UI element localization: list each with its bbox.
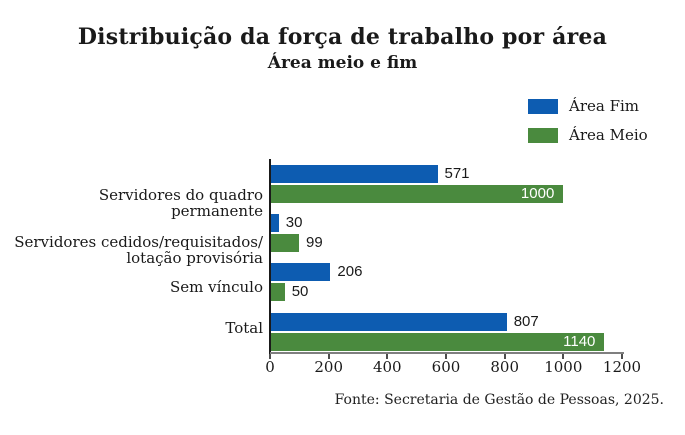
x-axis-tick (269, 354, 271, 359)
bar-fim (270, 313, 507, 331)
legend-swatch-meio (528, 127, 558, 143)
legend-swatch-fim (528, 98, 558, 114)
category-label: Sem vínculo (170, 278, 263, 296)
x-axis-tick-label: 800 (490, 358, 519, 376)
x-axis-tick (562, 354, 565, 359)
page-title: Distribuição da força de trabalho por ár… (77, 24, 608, 50)
x-axis-tick-label: 400 (372, 358, 402, 376)
bar-value-label: 99 (306, 234, 323, 251)
bar-value-label: 1000 (520, 185, 555, 202)
bar-value-label: 571 (444, 165, 470, 182)
legend: Área Fim Área Meio (528, 97, 648, 155)
x-axis-tick-label: 0 (265, 358, 275, 376)
bar-meio (270, 333, 605, 351)
category-label: Servidores do quadro permanente (98, 186, 263, 220)
x-axis-tick-label: 200 (314, 358, 343, 376)
bar-meio (270, 234, 299, 252)
x-axis-tick-label: 600 (431, 358, 461, 376)
bar-value-label: 206 (337, 263, 363, 280)
bar-value-label: 30 (285, 214, 303, 231)
bar-fim (270, 214, 279, 232)
legend-item: Área Fim (528, 97, 648, 115)
legend-item: Área Meio (528, 126, 648, 144)
x-axis-tick (386, 354, 389, 359)
bar-value-label: 50 (291, 283, 309, 300)
category-label: Total (225, 319, 263, 337)
bar-meio (270, 185, 564, 203)
x-axis-tick-label: 1000 (544, 358, 583, 376)
x-axis-tick (621, 354, 623, 359)
legend-label: Área Fim (569, 97, 640, 115)
page-subtitle: Área meio e fim (267, 53, 418, 73)
x-axis-tick (327, 354, 330, 359)
bar-value-label: 807 (513, 313, 539, 330)
x-axis-tick-label: 1200 (602, 358, 642, 376)
legend-label: Área Meio (569, 126, 648, 144)
bar-value-label: 1140 (563, 333, 596, 350)
x-axis-tick (445, 354, 447, 359)
x-axis-tick (503, 354, 506, 359)
source-note: Fonte: Secretaria de Gestão de Pessoas, … (334, 392, 664, 408)
bar-meio (270, 283, 285, 301)
category-label: Servidores cedidos/requisitados/lotação … (14, 233, 263, 267)
x-axis-line (270, 352, 624, 354)
bar-fim (270, 263, 331, 281)
y-axis-line (268, 159, 271, 354)
bar-fim (270, 165, 438, 183)
